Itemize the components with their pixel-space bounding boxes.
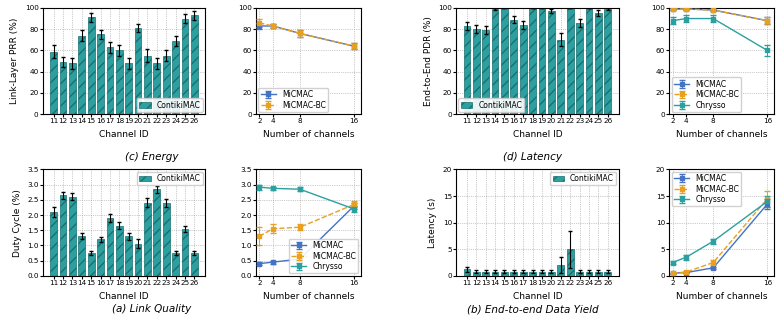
Bar [586,8,592,114]
Bar [595,13,602,114]
Bar [492,9,499,114]
X-axis label: Number of channels: Number of channels [676,130,767,139]
Bar [79,36,85,114]
Y-axis label: Link-Layer PRR (%): Link-Layer PRR (%) [10,18,19,104]
X-axis label: Channel ID: Channel ID [99,130,149,139]
Bar [492,272,499,276]
Bar [605,9,612,114]
X-axis label: Channel ID: Channel ID [513,292,562,301]
Y-axis label: End-to-End PDR (%): End-to-End PDR (%) [423,16,433,106]
Bar [182,229,188,276]
Bar [79,236,85,276]
Bar [510,20,517,114]
Bar [135,28,142,114]
Bar [144,203,151,276]
Bar [473,29,480,114]
Y-axis label: Duty Cycle (%): Duty Cycle (%) [12,189,22,256]
Bar [473,272,480,276]
Bar [529,8,536,114]
Bar [163,203,170,276]
Bar [482,30,489,114]
X-axis label: Number of channels: Number of channels [263,130,354,139]
Legend: ContikiMAC: ContikiMAC [550,172,616,185]
Bar [107,47,114,114]
Bar [191,15,198,114]
Bar [125,63,132,114]
Bar [464,26,470,114]
Bar [153,63,160,114]
Bar [558,265,564,276]
Bar [567,249,573,276]
Bar [116,226,123,276]
Bar [529,272,536,276]
Bar [576,23,583,114]
Bar [97,239,104,276]
Text: (d) Latency: (d) Latency [503,152,562,162]
Bar [135,244,142,276]
Bar [538,272,545,276]
Bar [125,236,132,276]
Legend: ContikiMAC: ContikiMAC [458,98,524,112]
Y-axis label: Latency (s): Latency (s) [428,197,437,248]
X-axis label: Channel ID: Channel ID [513,130,562,139]
X-axis label: Number of channels: Number of channels [263,292,354,301]
Bar [107,218,114,276]
Bar [520,25,527,114]
Bar [510,272,517,276]
Bar [69,197,75,276]
Bar [88,253,94,276]
Bar [50,212,57,276]
Legend: MiCMAC, MiCMAC-BC, Chrysso: MiCMAC, MiCMAC-BC, Chrysso [671,77,741,112]
Bar [50,51,57,114]
Bar [558,40,564,114]
Legend: MiCMAC, MiCMAC-BC, Chrysso: MiCMAC, MiCMAC-BC, Chrysso [671,172,741,206]
Bar [548,11,555,114]
Text: (b) End-to-end Data Yield: (b) End-to-end Data Yield [467,304,599,314]
Bar [69,63,75,114]
X-axis label: Number of channels: Number of channels [676,292,767,301]
Bar [116,50,123,114]
Bar [60,62,66,114]
Text: (c) Energy: (c) Energy [125,152,178,162]
Bar [482,272,489,276]
Bar [153,189,160,276]
Legend: MiCMAC, MiCMAC-BC, Chrysso: MiCMAC, MiCMAC-BC, Chrysso [289,239,359,274]
Bar [501,8,508,114]
Bar [520,272,527,276]
Bar [576,272,583,276]
Bar [163,56,170,114]
Legend: MiCMAC, MiCMAC-BC: MiCMAC, MiCMAC-BC [258,88,328,112]
Bar [595,272,602,276]
X-axis label: Channel ID: Channel ID [99,292,149,301]
Bar [464,269,470,276]
Bar [538,8,545,114]
Bar [97,35,104,114]
Bar [172,41,179,114]
Bar [172,253,179,276]
Bar [182,19,188,114]
Text: (a) Link Quality: (a) Link Quality [112,304,191,314]
Bar [605,272,612,276]
Bar [88,17,94,114]
Bar [501,272,508,276]
Bar [144,56,151,114]
Bar [191,253,198,276]
Bar [548,272,555,276]
Legend: ContikiMAC: ContikiMAC [137,98,203,112]
Bar [586,272,592,276]
Legend: ContikiMAC: ContikiMAC [137,172,203,185]
Bar [567,8,573,114]
Bar [60,195,66,276]
